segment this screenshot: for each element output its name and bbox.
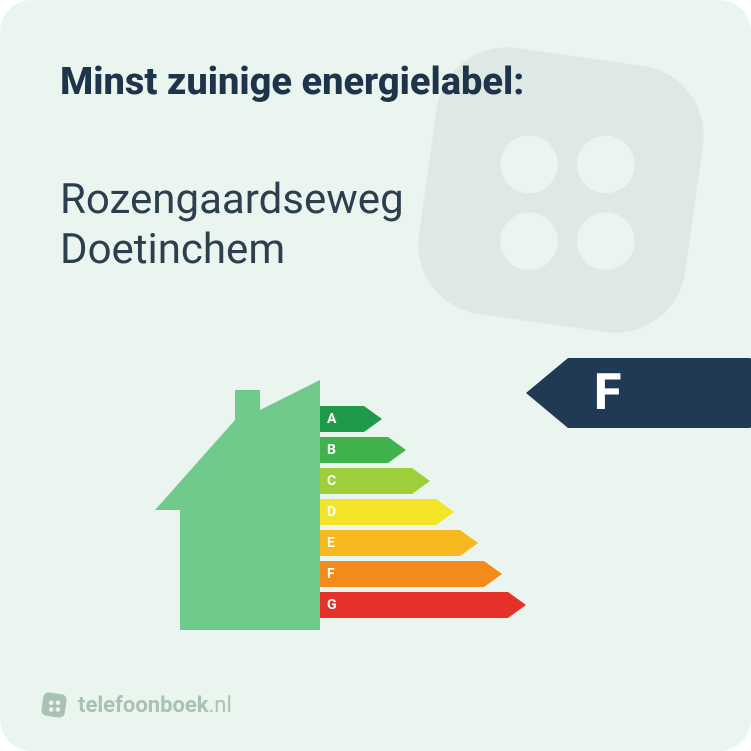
- bar-body: [320, 530, 460, 556]
- energy-label-card: Minst zuinige energielabel: Rozengaardse…: [0, 0, 751, 751]
- bar-arrow: [484, 561, 502, 587]
- bar-label: G: [327, 592, 337, 618]
- bar-arrow: [412, 468, 430, 494]
- bar-body: [320, 499, 436, 525]
- house-icon: [155, 380, 320, 634]
- rating-letter: F: [594, 364, 621, 422]
- bar-label: F: [327, 561, 335, 587]
- bar-label: E: [327, 530, 335, 556]
- footer-logo-icon: [40, 691, 68, 719]
- footer-brand-rest: .nl: [209, 693, 232, 718]
- bar-arrow: [508, 592, 526, 618]
- bar-arrow: [364, 406, 382, 432]
- card-title: Minst zuinige energielabel:: [60, 60, 524, 104]
- bar-body: [320, 592, 508, 618]
- pointer-tip: [526, 358, 568, 428]
- footer-brand: telefoonboek.nl: [78, 693, 232, 718]
- bar-arrow: [460, 530, 478, 556]
- bar-label: D: [327, 499, 336, 525]
- bar-label: A: [327, 406, 336, 432]
- bar-label: B: [327, 437, 336, 463]
- footer-brand-bold: telefoonboek: [78, 693, 209, 718]
- footer: telefoonboek.nl: [40, 691, 232, 719]
- bar-body: [320, 561, 484, 587]
- bar-arrow: [388, 437, 406, 463]
- bar-label: C: [327, 468, 336, 494]
- bar-arrow: [436, 499, 454, 525]
- pointer-body: F: [568, 358, 751, 428]
- card-subtitle: Rozengaardseweg Doetinchem: [60, 175, 404, 274]
